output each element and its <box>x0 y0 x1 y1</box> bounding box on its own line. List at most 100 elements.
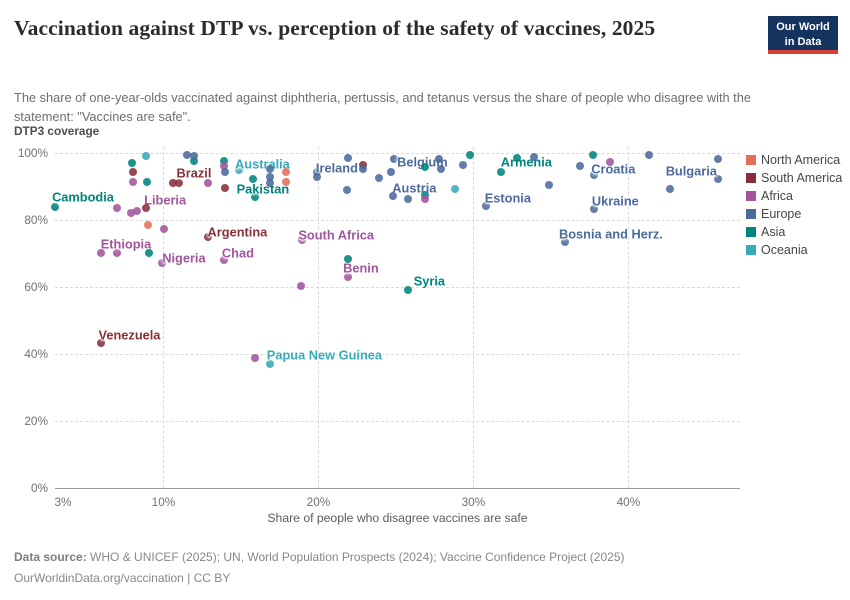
data-point[interactable] <box>436 165 445 174</box>
data-point[interactable] <box>458 161 467 170</box>
data-point[interactable] <box>133 206 142 215</box>
data-point[interactable] <box>157 258 166 267</box>
data-point[interactable] <box>343 185 352 194</box>
y-tick-label: 40% <box>24 347 48 361</box>
data-point[interactable] <box>174 178 183 187</box>
data-point[interactable] <box>190 157 199 166</box>
data-point[interactable] <box>126 209 135 218</box>
chart-title: Vaccination against DTP vs. perception o… <box>14 16 656 40</box>
data-point[interactable] <box>219 255 228 264</box>
data-point[interactable] <box>512 153 521 162</box>
data-point[interactable] <box>605 157 614 166</box>
data-point[interactable] <box>265 179 274 188</box>
data-point[interactable] <box>250 193 259 202</box>
legend-item-europe[interactable]: Europe <box>746 205 842 223</box>
data-point[interactable] <box>666 185 675 194</box>
data-point[interactable] <box>590 171 599 180</box>
data-point[interactable] <box>298 236 307 245</box>
data-point[interactable] <box>387 168 396 177</box>
v-gridline <box>163 147 165 488</box>
country-label: Ethiopia <box>100 236 152 252</box>
data-point[interactable] <box>545 181 554 190</box>
data-point[interactable] <box>388 191 397 200</box>
data-point[interactable] <box>529 152 538 161</box>
data-point[interactable] <box>390 154 399 163</box>
data-point[interactable] <box>112 204 121 213</box>
data-point[interactable] <box>112 248 121 257</box>
data-point[interactable] <box>142 203 151 212</box>
data-point[interactable] <box>144 248 153 257</box>
data-point[interactable] <box>588 151 597 159</box>
data-point[interactable] <box>129 167 138 176</box>
data-point[interactable] <box>160 224 169 233</box>
legend-item-oceania[interactable]: Oceania <box>746 241 842 259</box>
data-point[interactable] <box>450 184 459 193</box>
data-point[interactable] <box>168 178 177 187</box>
data-point[interactable] <box>374 174 383 183</box>
data-point[interactable] <box>265 165 274 174</box>
data-point[interactable] <box>182 151 191 159</box>
data-point[interactable] <box>644 151 653 159</box>
country-label: Brazil <box>176 165 212 181</box>
data-point[interactable] <box>404 195 413 204</box>
data-point[interactable] <box>190 152 199 161</box>
x-tick-label: 10% <box>151 495 176 509</box>
h-gridline <box>55 220 740 221</box>
data-point[interactable] <box>466 151 475 159</box>
data-point[interactable] <box>143 178 152 187</box>
data-point[interactable] <box>404 286 413 294</box>
data-point[interactable] <box>560 238 569 247</box>
data-point[interactable] <box>714 175 723 184</box>
legend-item-africa[interactable]: Africa <box>746 187 842 205</box>
data-point[interactable] <box>143 221 152 230</box>
data-point[interactable] <box>219 162 228 171</box>
v-gridline <box>473 147 475 488</box>
data-point[interactable] <box>297 281 306 290</box>
data-point[interactable] <box>265 173 274 182</box>
data-point[interactable] <box>220 167 229 176</box>
data-point[interactable] <box>497 168 506 177</box>
data-point[interactable] <box>219 156 228 165</box>
data-point[interactable] <box>343 154 352 163</box>
y-axis-title: DTP3 coverage <box>14 124 100 138</box>
data-point[interactable] <box>281 168 290 177</box>
legend-item-north_america[interactable]: North America <box>746 151 842 169</box>
data-point[interactable] <box>128 158 137 167</box>
data-point[interactable] <box>481 201 490 210</box>
data-point[interactable] <box>312 167 321 176</box>
data-point[interactable] <box>220 183 229 192</box>
legend-item-asia[interactable]: Asia <box>746 223 842 241</box>
legend-item-south_america[interactable]: South America <box>746 169 842 187</box>
data-point[interactable] <box>266 360 275 369</box>
h-gridline <box>55 354 740 355</box>
data-point[interactable] <box>249 175 258 184</box>
owid-logo-line1: Our World <box>776 21 830 33</box>
data-point[interactable] <box>204 232 213 241</box>
data-point[interactable] <box>714 155 723 164</box>
data-point[interactable] <box>204 178 213 187</box>
data-point[interactable] <box>235 166 244 175</box>
data-point[interactable] <box>51 202 59 211</box>
data-point[interactable] <box>421 194 430 203</box>
data-point[interactable] <box>576 161 585 170</box>
country-label: Ireland <box>315 160 358 176</box>
country-label: Argentina <box>207 224 268 240</box>
country-label: Ukraine <box>591 193 639 209</box>
data-point[interactable] <box>129 178 138 187</box>
data-point[interactable] <box>359 161 368 170</box>
y-tick-label: 0% <box>30 481 48 495</box>
data-point[interactable] <box>590 204 599 213</box>
data-point[interactable] <box>312 173 321 182</box>
data-point[interactable] <box>435 154 444 163</box>
data-point[interactable] <box>421 163 430 172</box>
data-point[interactable] <box>142 151 151 160</box>
data-point[interactable] <box>97 338 106 347</box>
data-point[interactable] <box>343 272 352 281</box>
data-point[interactable] <box>343 255 352 264</box>
data-point[interactable] <box>250 354 259 363</box>
data-point[interactable] <box>359 165 368 174</box>
data-point[interactable] <box>281 178 290 187</box>
data-point[interactable] <box>97 248 106 257</box>
x-axis-title: Share of people who disagree vaccines ar… <box>267 511 528 525</box>
chart-footer: Data source: WHO & UNICEF (2025); UN, Wo… <box>14 547 834 589</box>
